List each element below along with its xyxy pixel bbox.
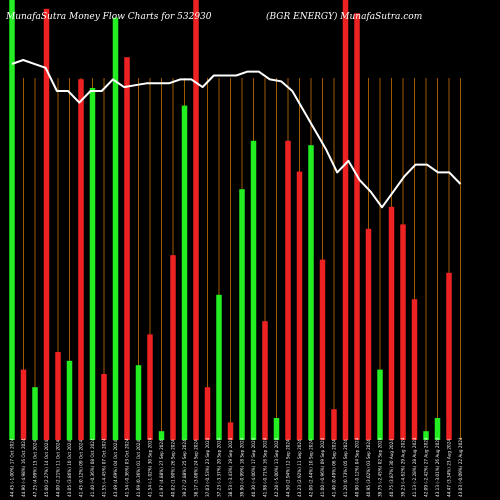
x-tick-label: 41.98 (-0.71%) 16 Sep 2024 bbox=[263, 437, 268, 497]
x-tick-label: 37.03 (-0.53%) 23 Sep 2024 bbox=[205, 437, 210, 497]
flow-bar bbox=[193, 0, 199, 440]
price-line bbox=[11, 59, 462, 209]
flow-bar bbox=[124, 57, 130, 440]
x-tick-label: 45.00 (2.27%) 14 Oct 2024 bbox=[44, 440, 49, 497]
x-tick-label: 40.30 (-4.00%) 17 Sep 2024 bbox=[251, 437, 256, 497]
flow-bar bbox=[181, 105, 188, 440]
x-tick-label: 39.23 (-4.62%) 29 Aug 2024 bbox=[401, 437, 406, 497]
flow-bar bbox=[20, 369, 27, 440]
x-tick-label: 43.49 (4.69%) 04 Oct 2024 bbox=[113, 440, 118, 497]
x-tick-label: 41.13 (-2.28%) 28 Aug 2024 bbox=[412, 437, 417, 497]
x-tick-label: 42.09 (-2.42%) 27 Aug 2024 bbox=[424, 437, 429, 497]
x-tick-label: 41.55 (-4.45%) 07 Oct 2024 bbox=[102, 438, 107, 497]
x-tick-labels: 44.45 (-1.00%) 17 Oct 2024 44.90 (-4.98%)… bbox=[10, 437, 464, 497]
x-tick-label: 42.00 (2.44%) 10 Sep 2024 bbox=[309, 439, 314, 497]
flow-bar bbox=[285, 140, 291, 441]
chart-title: MunafaSutra Money Flow Charts for 532930 bbox=[5, 12, 212, 22]
x-tick-label: 41.54 (-1.02%) 30 Sep 2024 bbox=[148, 437, 153, 497]
flow-bar bbox=[216, 294, 222, 440]
x-tick-label: 41.69 (0.36%) 01 Oct 2024 bbox=[136, 440, 141, 497]
flow-bar bbox=[9, 0, 15, 440]
x-tick-label: 41.54 (-0.36%) 03 Oct 2024 bbox=[125, 438, 130, 497]
x-tick-label: 43.23 (2.92%) 11 Sep 2024 bbox=[297, 439, 302, 497]
flow-bar bbox=[411, 299, 418, 440]
x-tick-label: 44.90 (-4.98%) 16 Oct 2024 bbox=[21, 438, 26, 497]
flow-bar bbox=[66, 360, 73, 440]
flow-bar bbox=[32, 387, 38, 440]
x-tick-label: 41.00 (-0.96%) 09 Sep 2024 bbox=[320, 437, 325, 497]
x-tick-label: 43.05 (3.86%) 10 Oct 2024 bbox=[67, 440, 72, 497]
flow-bar bbox=[377, 369, 383, 440]
x-tick-label: 40.75 (3.87%) 30 Aug 2024 bbox=[389, 439, 394, 497]
flow-bar bbox=[112, 17, 119, 440]
flow-bar bbox=[55, 352, 61, 440]
x-tick-label: 41.40 (0.49%) 06 Sep 2024 bbox=[332, 439, 337, 497]
flow-bar bbox=[446, 272, 452, 440]
x-tick-label: 43.03 (-0.09%) 22 Aug 2024 bbox=[458, 437, 463, 497]
x-tick-label: 44.45 (-1.00%) 17 Oct 2024 bbox=[10, 438, 15, 497]
flow-bar bbox=[239, 189, 245, 440]
x-tick-label: 42.28 (-5.00%) 13 Sep 2024 bbox=[274, 437, 279, 497]
x-tick-label: 41.97 (4.88%) 27 Sep 2024 bbox=[159, 439, 164, 497]
x-tick-label: 47.25 (4.99%) 15 Oct 2024 bbox=[33, 440, 38, 497]
x-tick-label: 44.00 (2.21%) 11 Oct 2024 bbox=[56, 440, 61, 497]
x-tick-label: 41.45 (0.12%) 09 Oct 2024 bbox=[79, 440, 84, 497]
flow-bar bbox=[170, 255, 176, 440]
x-tick-label: 41.20 (0.73%) 05 Sep 2024 bbox=[343, 439, 348, 497]
flow-bar bbox=[262, 321, 268, 440]
flow-bar bbox=[204, 387, 211, 440]
flow-bar bbox=[78, 79, 84, 440]
x-tick-label: 44.47 (3.34%) 23 Aug 2024 bbox=[447, 439, 452, 497]
flow-bars bbox=[9, 0, 452, 441]
x-tick-label: 37.23 (-3.37%) 20 Sep 2024 bbox=[217, 437, 222, 497]
flow-bar bbox=[250, 140, 257, 441]
x-tick-label: 40.95 (3.02%) 03 Sep 2024 bbox=[366, 439, 371, 497]
flow-bar bbox=[354, 13, 360, 440]
flow-bar bbox=[319, 259, 326, 440]
flow-bar bbox=[365, 228, 372, 440]
flow-bar bbox=[89, 88, 96, 440]
flow-bar bbox=[423, 431, 429, 440]
x-tick-label: 38.17 (3.08%) 24 Sep 2024 bbox=[194, 439, 199, 497]
flow-bar bbox=[158, 431, 165, 440]
x-tick-label: 39.75 (-2.45%) 02 Sep 2024 bbox=[378, 437, 383, 497]
x-tick-label: 41.40 (-0.36%) 08 Oct 2024 bbox=[90, 438, 95, 497]
x-tick-label: 38.53 (-3.43%) 19 Sep 2024 bbox=[228, 437, 233, 497]
x-tick-label: 44.50 (2.94%) 12 Sep 2024 bbox=[286, 439, 291, 497]
flow-bar bbox=[388, 206, 395, 440]
chart-subtitle: (BGR ENERGY) MunafaSutra.com bbox=[266, 11, 422, 22]
flow-bar bbox=[296, 171, 303, 440]
flow-bar bbox=[135, 365, 142, 440]
flow-bar bbox=[43, 8, 50, 441]
flow-bar bbox=[400, 224, 406, 440]
x-tick-label: 40.90 (-0.12%) 04 Sep 2024 bbox=[355, 437, 360, 497]
flow-bar bbox=[434, 418, 441, 440]
flow-bar bbox=[308, 145, 314, 440]
flow-bar bbox=[331, 409, 337, 440]
x-tick-label: 43.13 (-3.01%) 26 Aug 2024 bbox=[435, 437, 440, 497]
x-tick-label: 39.27 (2.88%) 25 Sep 2024 bbox=[182, 439, 187, 497]
flow-bar bbox=[342, 0, 349, 440]
flow-bar bbox=[273, 418, 280, 440]
flow-bar bbox=[101, 374, 107, 440]
x-tick-label: 39.90 (-0.99%) 18 Sep 2024 bbox=[240, 437, 245, 497]
flow-bar bbox=[147, 334, 153, 440]
flow-bar bbox=[227, 422, 234, 440]
x-tick-label: 40.02 (1.90%) 26 Sep 2024 bbox=[171, 439, 176, 497]
